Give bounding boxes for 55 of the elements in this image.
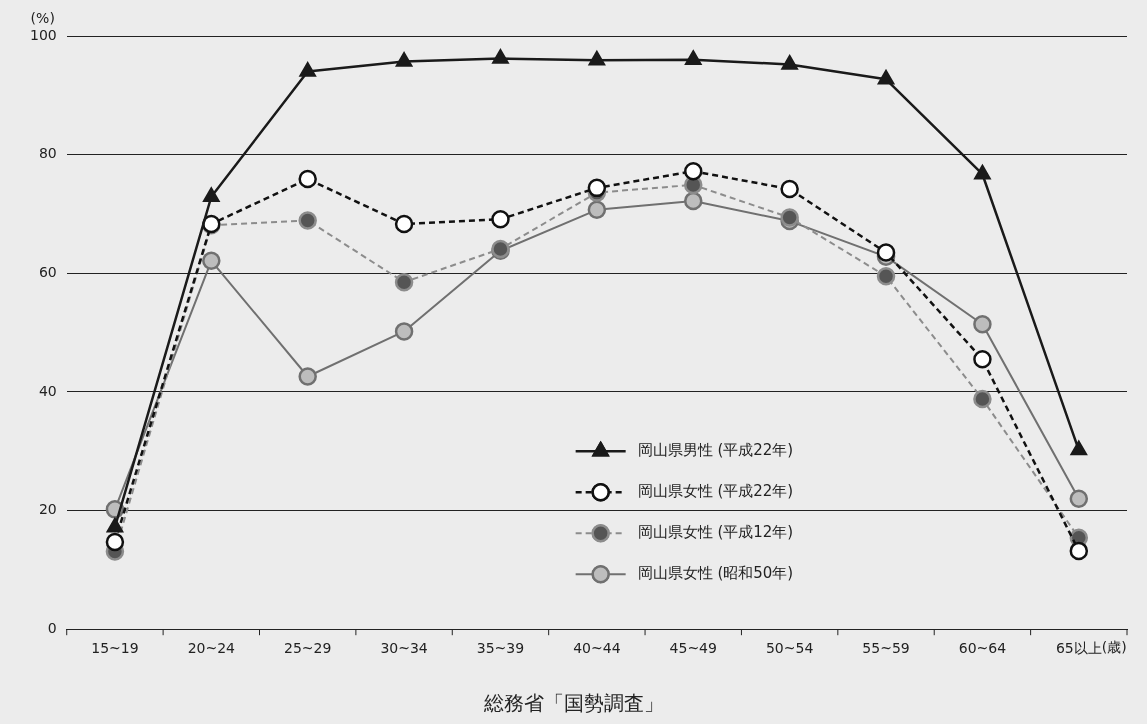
point	[394, 272, 414, 292]
legend-label: 岡山県女性 (平成22年)	[637, 482, 794, 501]
point	[588, 51, 606, 66]
point	[684, 191, 703, 211]
text: 総務省「国勢調査」	[482, 690, 665, 717]
point	[298, 367, 317, 386]
y-tick-label: 100	[29, 26, 57, 43]
point	[587, 200, 607, 220]
x-tick-label: 40~44	[573, 640, 621, 657]
point	[877, 70, 895, 85]
point	[973, 350, 992, 369]
y-tick-label: 60	[38, 263, 57, 280]
point	[299, 62, 316, 77]
point	[394, 322, 414, 341]
point	[298, 211, 317, 230]
point	[973, 389, 992, 409]
point	[781, 55, 798, 70]
y-tick-label: 40	[38, 382, 57, 399]
point	[298, 169, 317, 189]
point	[587, 178, 607, 198]
point	[685, 50, 702, 65]
point	[203, 187, 220, 203]
x-tick-label: 60~64	[958, 640, 1007, 657]
point	[492, 49, 509, 64]
x-tick-label: 50~54	[765, 640, 814, 657]
point	[973, 315, 992, 334]
point	[780, 208, 799, 227]
point	[395, 52, 413, 67]
point	[974, 164, 991, 180]
legend-label: 岡山県男性 (平成22年)	[637, 441, 794, 460]
point	[876, 243, 896, 262]
x-tick-label: 35~39	[476, 640, 525, 657]
x-tick-label: 55~59	[862, 640, 910, 657]
y-axis-title: (%)	[30, 9, 55, 26]
x-tick-label: 45~49	[669, 640, 717, 657]
x-tick-label: 25~29	[284, 640, 332, 657]
point	[1069, 541, 1089, 561]
point	[876, 267, 896, 286]
point	[780, 179, 799, 199]
y-tick-label: 20	[38, 501, 57, 518]
x-tick-label: 20~24	[187, 640, 236, 657]
legend-label: 岡山県女性 (平成12年)	[637, 523, 794, 542]
y-tick-label: 0	[47, 619, 57, 636]
point	[105, 532, 125, 552]
point	[491, 210, 510, 229]
legend-label: 岡山県女性 (昭和50年)	[637, 564, 794, 583]
x-tick-label: 65以上	[1055, 640, 1102, 657]
x-tick-label: 30~34	[380, 640, 428, 657]
point	[394, 214, 414, 234]
x-tick-label: 15~19	[91, 640, 139, 657]
point	[1069, 489, 1089, 508]
y-tick-label: 80	[38, 145, 57, 162]
x-axis-title: (歳)	[1101, 638, 1127, 655]
point	[684, 162, 703, 181]
point	[202, 251, 221, 271]
